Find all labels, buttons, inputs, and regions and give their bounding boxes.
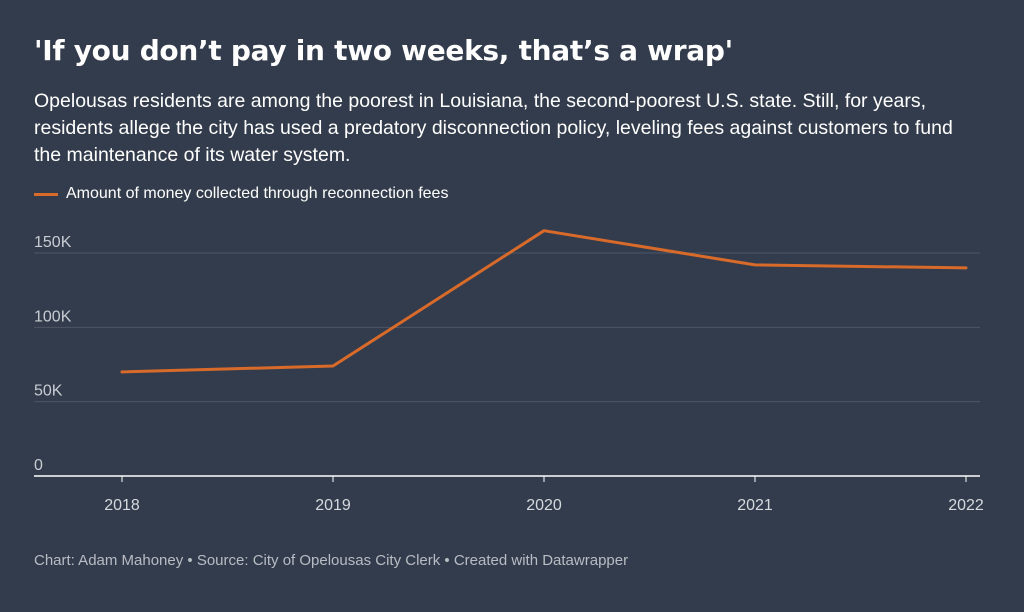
x-tick-label: 2018 — [104, 497, 140, 514]
legend-label: Amount of money collected through reconn… — [66, 185, 449, 202]
x-tick-label: 2020 — [526, 497, 562, 514]
y-axis-ticks: 0 50K 100K 150K — [34, 234, 72, 474]
line-chart: 0 50K 100K 150K 2018 2019 2020 2021 2022 — [34, 229, 984, 514]
x-tick-label: 2019 — [315, 497, 351, 514]
series-line — [120, 229, 968, 374]
grid-layer — [34, 252, 980, 403]
x-tick-label: 2022 — [948, 497, 984, 514]
x-tick-label: 2021 — [737, 497, 773, 514]
series-layer — [120, 229, 968, 374]
chart-credits: Chart: Adam Mahoney • Source: City of Op… — [34, 552, 629, 569]
y-tick-label: 150K — [34, 234, 72, 251]
chart-title: 'If you don’t pay in two weeks, that’s a… — [34, 34, 733, 67]
x-axis-ticks: 2018 2019 2020 2021 2022 — [104, 476, 984, 514]
chart-subtitle: Opelousas residents are among the poores… — [34, 90, 953, 166]
y-tick-label: 100K — [34, 308, 72, 325]
legend-swatch — [34, 192, 58, 196]
y-tick-label: 0 — [34, 457, 43, 474]
chart-legend: Amount of money collected through reconn… — [34, 185, 448, 203]
y-tick-label: 50K — [34, 383, 63, 400]
